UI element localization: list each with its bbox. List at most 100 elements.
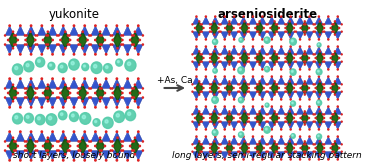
Circle shape [315, 148, 316, 149]
Polygon shape [211, 107, 219, 114]
Polygon shape [287, 32, 291, 39]
Polygon shape [97, 88, 104, 100]
Polygon shape [123, 79, 132, 89]
Polygon shape [134, 132, 143, 141]
Circle shape [214, 111, 215, 112]
Circle shape [105, 25, 107, 27]
Polygon shape [37, 45, 42, 54]
Circle shape [73, 25, 75, 27]
Polygon shape [287, 24, 293, 33]
Circle shape [199, 64, 200, 65]
Circle shape [314, 31, 315, 32]
Circle shape [196, 136, 197, 137]
Polygon shape [112, 151, 117, 160]
Polygon shape [332, 114, 338, 123]
Polygon shape [5, 132, 14, 141]
Circle shape [230, 114, 231, 115]
Polygon shape [112, 26, 121, 35]
Polygon shape [285, 81, 294, 95]
Circle shape [133, 88, 134, 89]
Circle shape [317, 43, 321, 47]
Polygon shape [230, 17, 238, 24]
Circle shape [122, 145, 123, 147]
Circle shape [211, 114, 212, 115]
Polygon shape [240, 122, 243, 129]
Polygon shape [221, 17, 225, 24]
Circle shape [258, 31, 259, 32]
Circle shape [78, 44, 79, 45]
Circle shape [17, 92, 19, 94]
Polygon shape [5, 45, 14, 54]
Polygon shape [102, 45, 106, 54]
Polygon shape [26, 26, 36, 35]
Circle shape [228, 54, 229, 55]
Circle shape [15, 44, 16, 45]
Circle shape [90, 150, 91, 151]
Polygon shape [257, 54, 263, 63]
Circle shape [255, 57, 256, 58]
Circle shape [95, 131, 96, 132]
Circle shape [286, 114, 287, 115]
Polygon shape [259, 137, 266, 144]
Polygon shape [334, 47, 338, 54]
Circle shape [285, 114, 286, 115]
Circle shape [289, 111, 290, 112]
Polygon shape [5, 45, 9, 54]
Polygon shape [324, 62, 332, 69]
Circle shape [277, 121, 278, 122]
Circle shape [30, 137, 31, 138]
Polygon shape [305, 122, 310, 129]
Circle shape [259, 34, 260, 35]
Polygon shape [296, 32, 304, 39]
Circle shape [300, 27, 301, 29]
Circle shape [225, 57, 226, 58]
Polygon shape [211, 77, 215, 84]
Polygon shape [59, 151, 63, 160]
Circle shape [341, 114, 342, 115]
Circle shape [322, 144, 323, 145]
Polygon shape [332, 24, 338, 33]
Polygon shape [26, 85, 35, 101]
Polygon shape [287, 62, 291, 69]
Polygon shape [296, 92, 304, 99]
Circle shape [30, 107, 32, 108]
Circle shape [262, 129, 263, 130]
Circle shape [24, 113, 33, 123]
Circle shape [46, 44, 47, 45]
Circle shape [20, 78, 21, 79]
Circle shape [57, 88, 58, 89]
Circle shape [73, 107, 75, 108]
Circle shape [286, 121, 287, 122]
Polygon shape [192, 47, 197, 54]
Circle shape [203, 57, 204, 58]
Circle shape [82, 154, 83, 155]
Circle shape [219, 31, 220, 32]
Circle shape [319, 81, 320, 82]
Circle shape [30, 54, 32, 55]
Circle shape [266, 91, 267, 92]
Circle shape [263, 88, 264, 89]
Circle shape [224, 129, 225, 130]
Circle shape [35, 150, 36, 151]
Circle shape [46, 114, 57, 125]
Circle shape [125, 59, 136, 71]
Circle shape [52, 78, 53, 79]
Circle shape [196, 159, 197, 160]
Polygon shape [37, 151, 42, 160]
Circle shape [271, 76, 273, 77]
Circle shape [275, 84, 276, 85]
Circle shape [78, 97, 79, 98]
Polygon shape [240, 107, 248, 114]
Polygon shape [192, 62, 200, 69]
Polygon shape [59, 132, 63, 141]
Circle shape [290, 39, 291, 40]
Circle shape [116, 78, 118, 79]
Circle shape [244, 81, 245, 82]
Circle shape [324, 144, 325, 145]
Circle shape [290, 38, 296, 45]
Polygon shape [296, 62, 304, 69]
Polygon shape [210, 141, 218, 155]
Circle shape [319, 94, 320, 95]
Circle shape [309, 46, 310, 47]
Circle shape [319, 21, 320, 22]
